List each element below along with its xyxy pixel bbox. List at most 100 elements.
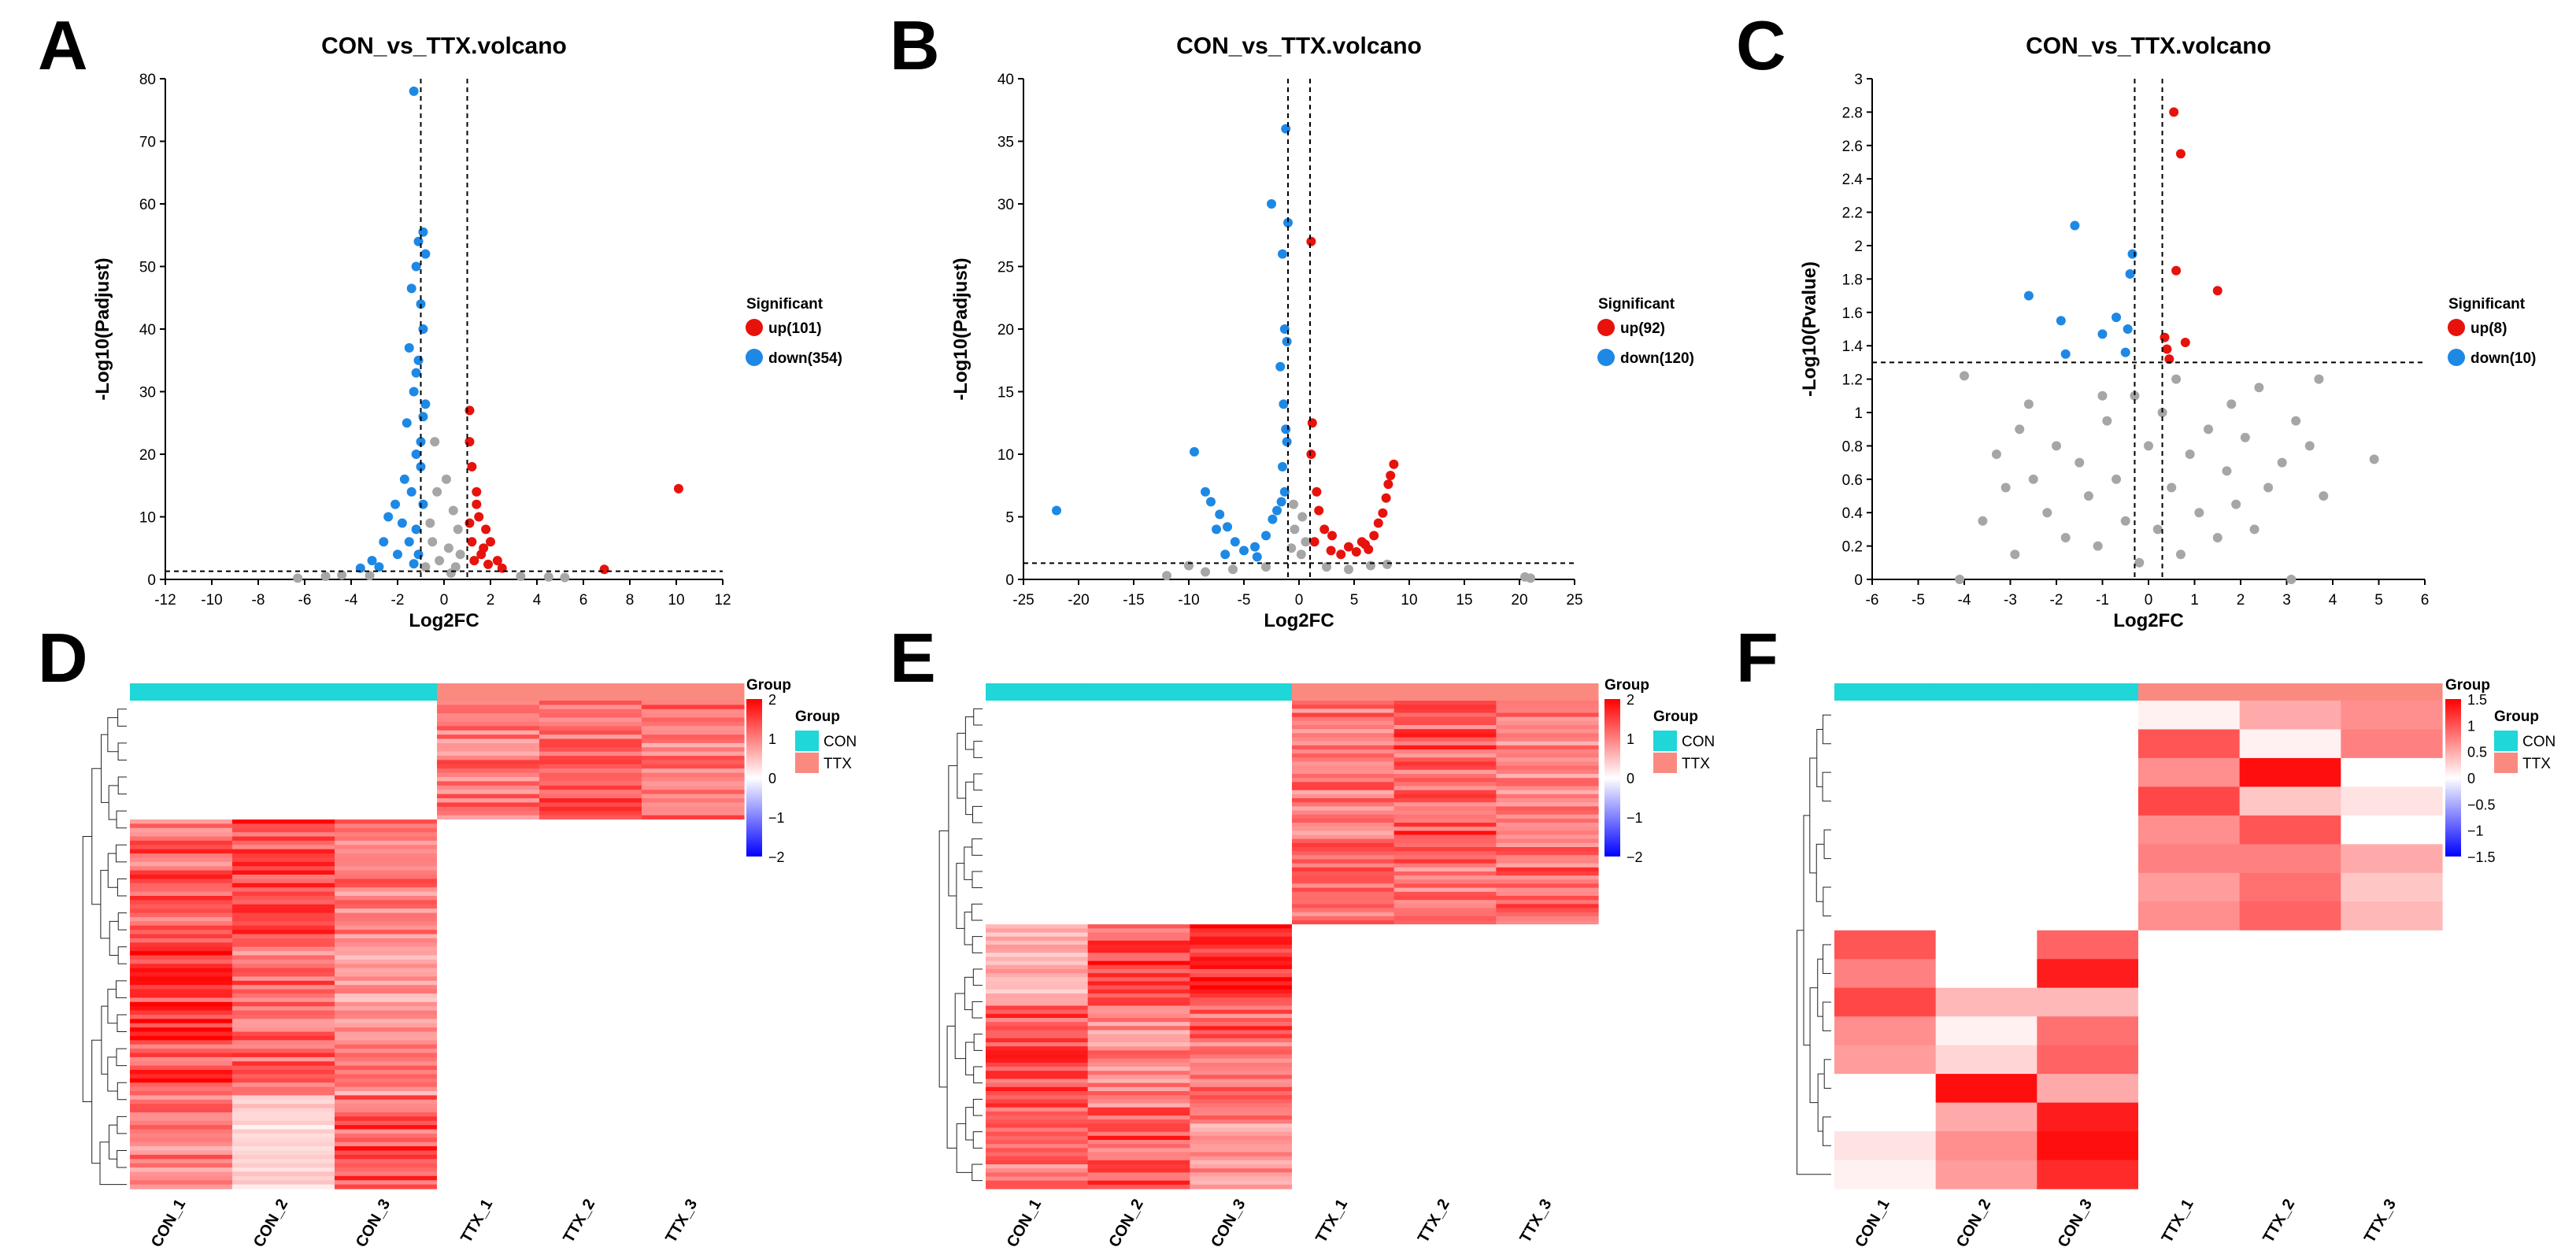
column-label: TTX_2 [560,1197,598,1246]
heatmap-cell [1496,737,1599,742]
heatmap-cell [1496,729,1599,734]
heatmap-cell [1292,823,1395,827]
chart-title: CON_vs_TTX.volcano [2026,33,2271,59]
heatmap-cell [1087,949,1190,953]
heatmap-cell [437,1082,540,1088]
heatmap-cell [1496,716,1599,722]
heatmap-cell [1292,956,1395,962]
heatmap-cell [232,764,335,769]
heatmap-cell [2239,786,2341,816]
y-axis-label: -Log10(Padjust) [92,257,113,400]
heatmap-cells [986,701,1599,1190]
heatmap-cell [437,777,540,783]
dendrogram-branch [107,989,117,1024]
heatmap-cell [539,845,642,850]
heatmap-cell [1496,940,1599,945]
heatmap-cell [986,1160,1089,1165]
heatmap-cell [1087,871,1190,876]
heatmap-cell [232,1074,335,1079]
heatmap-cell [437,1112,540,1117]
heatmap-cell [232,912,335,918]
heatmap-cell [539,1141,642,1147]
down-point [1279,324,1290,334]
heatmap-cell [986,705,1089,709]
heatmap-cell [232,896,335,901]
heatmap-cell [335,857,438,863]
heatmap-cell [232,976,335,982]
heatmap-cell [1087,989,1190,994]
heatmap-cell [232,798,335,803]
heatmap-cell [1190,936,1293,942]
heatmap-cell [437,1053,540,1058]
heatmap-cell [539,1138,642,1143]
heatmap-cell [130,747,233,753]
heatmap-cell [1393,1079,1497,1084]
heatmap-cell [1393,701,1497,705]
heatmap-cell [2037,786,2139,816]
heatmap-cell [1087,928,1190,934]
up-point [474,512,484,522]
heatmap-cell [1393,1160,1497,1165]
x-tick-label: -6 [1866,592,1879,609]
heatmap-cell [642,951,745,956]
heatmap-cell [539,1163,642,1168]
ns-point [1228,564,1238,575]
heatmap-cell [539,1074,642,1079]
dendrogram-branch [973,708,983,726]
heatmap-cell [1087,1075,1190,1080]
heatmap-cell [335,997,438,1003]
heatmap-cell [539,806,642,812]
x-tick-label: 25 [1566,592,1582,609]
heatmap-cell [1087,705,1190,709]
heatmap-cell [2037,1045,2139,1075]
heatmap-cell [130,946,233,952]
heatmap-cell [1190,993,1293,998]
heatmap-cell [1190,1127,1293,1133]
heatmap-cell [1393,875,1497,880]
heatmap-cell [1393,997,1497,1002]
up-point [1356,537,1367,547]
heatmap-cell [437,764,540,769]
heatmap-cell [1292,745,1395,750]
heatmap-cell [986,1058,1089,1064]
heatmap-cell [130,823,233,829]
dendrogram-branch [938,830,949,1088]
heatmap-cell [642,1112,745,1117]
heatmap-cell [335,836,438,842]
heatmap-cell [642,823,745,829]
heatmap-cell [1190,1050,1293,1056]
heatmap-cell [130,896,233,901]
heatmap-cell [130,738,233,744]
group-annotation-cell [1393,683,1497,701]
heatmap-cell [335,972,438,978]
heatmap-cell [1393,1022,1497,1027]
dendrogram-branch [973,1034,983,1051]
heatmap-cell [986,725,1089,730]
heatmap-cell [1087,1156,1190,1161]
heatmap-cell [1190,831,1293,836]
ns-point [2120,516,2130,526]
heatmap-cell [1190,851,1293,856]
heatmap-cell [1496,1164,1599,1169]
heatmap-cell [1087,945,1190,949]
x-tick-label: -1 [2096,592,2109,609]
heatmap-cell [335,742,438,748]
heatmap-cell [1496,985,1599,990]
heatmap-cell [232,726,335,731]
heatmap-cell [1834,729,1937,759]
heatmap-cell [1496,1107,1599,1112]
heatmap-cell [1292,720,1395,726]
color-scale-tick: 2 [768,692,776,708]
heatmap-cell [1393,879,1497,885]
heatmap-cell [1087,1176,1190,1182]
group-legend-ttx-swatch [795,753,819,773]
heatmap-cell [2341,729,2443,759]
heatmap-cell [539,827,642,833]
heatmap-cell [986,871,1089,876]
heatmap-cell [1496,1140,1599,1145]
heatmap-cell [1292,831,1395,836]
heatmap-cell [539,1053,642,1058]
heatmap-cell [130,882,233,888]
group-legend-title: Group [1653,709,1698,725]
heatmap-cell [1834,1131,1937,1161]
